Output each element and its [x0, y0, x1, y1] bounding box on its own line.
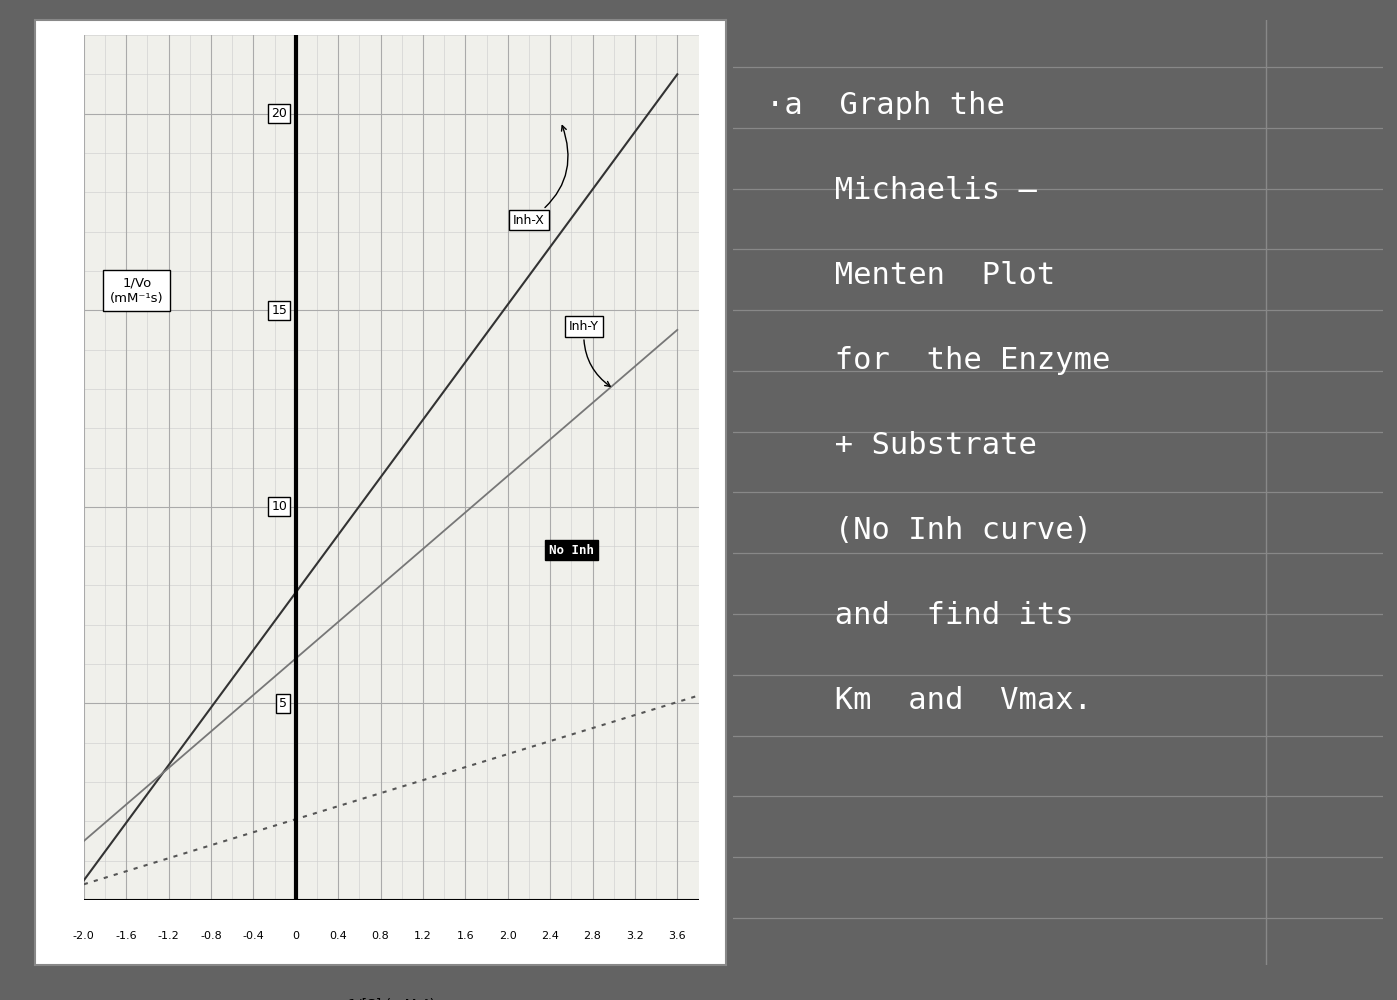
Text: 2.4: 2.4 — [541, 931, 559, 941]
Text: -0.8: -0.8 — [200, 931, 222, 941]
Text: Km  and  Vmax.: Km and Vmax. — [799, 686, 1092, 715]
Text: -0.4: -0.4 — [243, 931, 264, 941]
Text: for  the Enzyme: for the Enzyme — [799, 346, 1111, 375]
Text: 1.6: 1.6 — [457, 931, 474, 941]
Text: 2.8: 2.8 — [584, 931, 602, 941]
Text: and  find its: and find its — [799, 601, 1074, 630]
Text: + Substrate: + Substrate — [799, 431, 1037, 460]
Text: 0.4: 0.4 — [330, 931, 346, 941]
Text: 1/[S] (mM⁻¹): 1/[S] (mM⁻¹) — [348, 998, 434, 1000]
Text: 20: 20 — [271, 107, 288, 120]
Text: 0.8: 0.8 — [372, 931, 390, 941]
Text: Inh-X: Inh-X — [513, 126, 569, 227]
Text: 1.2: 1.2 — [414, 931, 432, 941]
Text: (No Inh curve): (No Inh curve) — [799, 516, 1092, 545]
Text: 0: 0 — [292, 931, 299, 941]
Text: 5: 5 — [279, 697, 288, 710]
Text: Michaelis –: Michaelis – — [799, 176, 1037, 205]
Text: 1/Vo
(mM⁻¹s): 1/Vo (mM⁻¹s) — [110, 277, 163, 305]
Text: No Inh: No Inh — [549, 544, 594, 557]
Text: 3.2: 3.2 — [626, 931, 644, 941]
Text: -1.6: -1.6 — [116, 931, 137, 941]
Text: 10: 10 — [271, 500, 288, 513]
Text: -2.0: -2.0 — [73, 931, 95, 941]
Text: Inh-Y: Inh-Y — [569, 320, 610, 386]
Text: ·a  Graph the: ·a Graph the — [766, 91, 1004, 120]
Text: -1.2: -1.2 — [158, 931, 179, 941]
Text: 3.6: 3.6 — [669, 931, 686, 941]
Text: Menten  Plot: Menten Plot — [799, 261, 1056, 290]
Text: 15: 15 — [271, 304, 288, 317]
Text: 2.0: 2.0 — [499, 931, 517, 941]
